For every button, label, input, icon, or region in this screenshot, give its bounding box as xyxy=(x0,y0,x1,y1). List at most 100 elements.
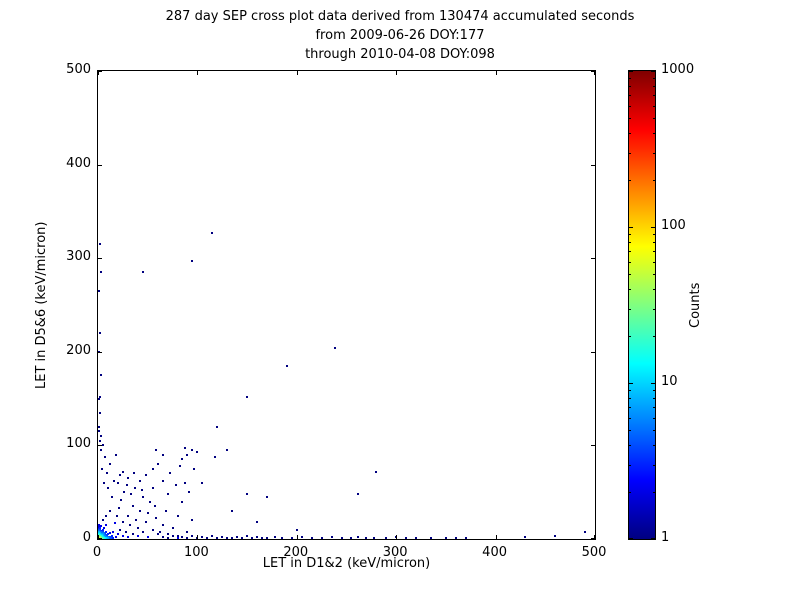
y-tick-mark xyxy=(591,258,595,260)
data-point xyxy=(161,523,164,526)
data-point xyxy=(98,523,100,526)
data-point xyxy=(176,537,179,539)
data-point xyxy=(251,537,254,539)
colorbar-minor-tick-mark xyxy=(629,242,631,244)
colorbar-minor-tick-mark xyxy=(653,336,655,338)
data-point xyxy=(178,464,181,467)
data-point xyxy=(102,526,105,529)
data-point xyxy=(181,500,184,503)
data-point xyxy=(231,537,234,539)
data-point xyxy=(524,536,527,539)
colorbar-minor-tick-mark xyxy=(629,251,631,253)
data-point xyxy=(350,537,353,539)
data-point xyxy=(176,514,179,517)
data-point xyxy=(373,537,376,539)
data-point xyxy=(115,514,118,517)
data-point xyxy=(131,533,134,536)
data-point xyxy=(119,498,122,501)
data-point xyxy=(131,505,134,508)
data-point xyxy=(132,472,135,475)
data-point xyxy=(300,536,303,539)
data-point xyxy=(98,397,100,400)
y-tick-mark xyxy=(591,538,595,539)
data-point xyxy=(101,528,104,531)
colorbar-minor-tick-mark xyxy=(629,95,631,97)
data-point xyxy=(464,537,467,539)
colorbar-minor-tick-mark xyxy=(653,261,655,263)
data-point xyxy=(133,486,136,489)
data-point xyxy=(176,535,179,538)
data-point xyxy=(140,489,143,492)
x-tick-label: 0 xyxy=(92,545,102,560)
data-point xyxy=(99,524,102,527)
colorbar-tick-mark xyxy=(651,383,655,384)
x-tick-mark xyxy=(197,535,199,539)
data-point xyxy=(148,500,151,503)
x-tick-mark xyxy=(495,71,497,75)
data-point xyxy=(191,519,194,522)
data-point xyxy=(108,532,111,535)
x-tick-mark xyxy=(296,535,298,539)
colorbar-label: Counts xyxy=(688,282,703,328)
data-point xyxy=(357,493,360,496)
data-point xyxy=(106,533,109,536)
data-point xyxy=(340,537,343,539)
x-tick-mark xyxy=(594,535,595,539)
data-point xyxy=(375,470,378,473)
y-tick-mark xyxy=(591,164,595,166)
y-axis-label: LET in D5&6 (keV/micron) xyxy=(34,221,49,389)
data-point xyxy=(141,495,144,498)
data-point xyxy=(191,449,194,452)
data-point xyxy=(151,467,154,470)
data-point xyxy=(151,528,154,531)
colorbar-minor-tick-mark xyxy=(629,390,631,392)
colorbar-minor-tick-mark xyxy=(629,86,631,88)
data-point xyxy=(186,537,189,539)
data-point xyxy=(98,430,100,433)
colorbar-minor-tick-mark xyxy=(653,407,655,409)
data-point xyxy=(116,533,119,536)
colorbar-minor-tick-mark xyxy=(653,308,655,310)
colorbar xyxy=(628,70,656,540)
chart-title-line1: 287 day SEP cross plot data derived from… xyxy=(165,9,635,24)
data-point xyxy=(116,481,119,484)
data-point xyxy=(146,511,149,514)
data-point xyxy=(188,491,191,494)
data-point xyxy=(103,537,106,539)
data-point xyxy=(101,537,104,539)
data-point xyxy=(174,483,177,486)
colorbar-minor-tick-mark xyxy=(629,417,631,419)
data-point xyxy=(136,526,139,529)
x-tick-mark xyxy=(396,71,398,75)
data-point xyxy=(211,231,214,234)
data-point xyxy=(108,463,111,466)
data-point xyxy=(295,528,298,531)
colorbar-minor-tick-mark xyxy=(653,417,655,419)
data-point xyxy=(164,509,167,512)
y-tick-label: 200 xyxy=(66,342,91,358)
data-point xyxy=(320,537,323,539)
y-tick-mark xyxy=(591,445,595,447)
y-tick-mark xyxy=(591,351,595,353)
x-tick-mark xyxy=(396,535,398,539)
data-point xyxy=(184,481,187,484)
data-point xyxy=(454,537,457,539)
x-axis-label: LET in D1&2 (keV/micron) xyxy=(262,556,431,571)
x-tick-label: 500 xyxy=(581,545,607,560)
data-point xyxy=(125,483,128,486)
data-point xyxy=(168,472,171,475)
data-point xyxy=(216,537,219,539)
colorbar-minor-tick-mark xyxy=(629,445,631,447)
data-point xyxy=(196,450,199,453)
data-point xyxy=(285,364,288,367)
data-point xyxy=(186,453,189,456)
colorbar-minor-tick-mark xyxy=(629,105,631,107)
y-tick-label: 100 xyxy=(66,436,91,452)
y-tick-label: 0 xyxy=(82,530,91,545)
colorbar-minor-tick-mark xyxy=(653,180,655,182)
data-point xyxy=(99,271,102,274)
colorbar-minor-tick-mark xyxy=(629,273,631,275)
colorbar-minor-tick-mark xyxy=(653,86,655,88)
data-point xyxy=(106,486,109,489)
chart-title: 287 day SEP cross plot data derived from… xyxy=(0,7,800,64)
